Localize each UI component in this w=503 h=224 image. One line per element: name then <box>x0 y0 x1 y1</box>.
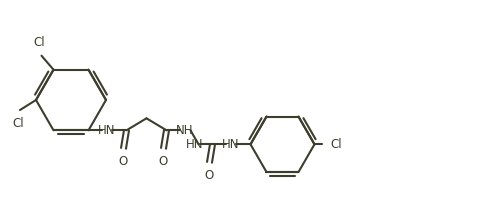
Text: HN: HN <box>186 138 203 151</box>
Text: O: O <box>159 155 168 168</box>
Text: NH: NH <box>176 124 193 137</box>
Text: HN: HN <box>222 138 239 151</box>
Text: Cl: Cl <box>34 36 45 49</box>
Text: Cl: Cl <box>12 117 24 130</box>
Text: O: O <box>205 169 214 182</box>
Text: O: O <box>119 155 128 168</box>
Text: Cl: Cl <box>330 138 342 151</box>
Text: HN: HN <box>98 124 115 137</box>
